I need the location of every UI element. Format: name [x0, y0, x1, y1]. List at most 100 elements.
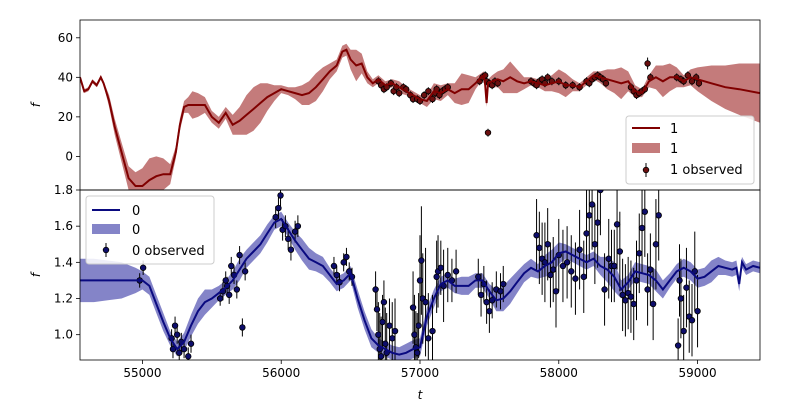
bottom-observation-point [550, 266, 557, 273]
bottom-observation-point [568, 268, 575, 275]
top-panel: 0 20 40 60 f 1 1 1 observed [29, 19, 761, 191]
x-tick-label: 56000 [262, 366, 300, 380]
top-legend-band-label: 1 [670, 142, 678, 157]
bottom-observation-point [601, 286, 608, 293]
bottom-observation-point [676, 277, 683, 284]
bottom-observation-point [277, 192, 284, 199]
bottom-observation-point [272, 213, 279, 221]
bottom-observation-point [483, 298, 490, 306]
top-observation-point [494, 80, 501, 87]
top-model-line [80, 48, 760, 187]
bottom-observation-point [380, 298, 388, 306]
bottom-observation-point [683, 284, 690, 291]
bottom-observation-point [379, 318, 386, 326]
bottom-observation-point [475, 273, 482, 281]
bottom-observation-point [425, 335, 432, 342]
bottom-observation-point [605, 255, 612, 262]
bottom-observation-point [452, 268, 460, 275]
bottom-observation-point [180, 345, 188, 353]
bottom-observation-point [636, 250, 643, 257]
bottom-observation-point [613, 221, 621, 228]
bottom-observation-point [633, 277, 640, 284]
bottom-observation-point [616, 248, 624, 255]
bottom-observation-point [415, 322, 422, 329]
bottom-observation-point [333, 271, 340, 279]
top-legend-observed-label: 1 observed [670, 163, 743, 178]
bottom-y-tick-label: 1.6 [54, 219, 73, 233]
bottom-observation-point [414, 349, 421, 356]
bottom-observation-point [597, 190, 604, 194]
bottom-y-tick-label: 1.4 [54, 255, 73, 269]
top-plot-area [80, 43, 760, 190]
bottom-observation-point [572, 275, 579, 282]
bottom-observation-point [630, 300, 637, 308]
bottom-x-ticks: 55000 56000 57000 58000 59000 [123, 360, 717, 380]
bottom-observation-point [674, 342, 682, 349]
bottom-observation-point [611, 262, 618, 270]
bottom-observation-point [536, 244, 543, 252]
bottom-observation-point [225, 291, 233, 299]
bottom-observation-point [382, 340, 389, 347]
bottom-observation-point [416, 277, 424, 284]
bottom-observation-point [409, 304, 417, 311]
bottom-observation-point [287, 246, 295, 253]
bottom-observation-point [588, 201, 596, 208]
bottom-observation-point [586, 212, 593, 219]
bottom-observation-point [594, 219, 601, 226]
bottom-observation-point [391, 327, 399, 335]
top-observation-points [375, 60, 703, 136]
bottom-legend-line-label: 0 [132, 204, 140, 219]
bottom-observation-point [583, 230, 590, 237]
bottom-observation-point [533, 232, 540, 239]
bottom-y-axis-label: f [29, 271, 43, 277]
bottom-observation-point [222, 277, 229, 284]
bottom-observation-point [233, 286, 241, 293]
bottom-y-ticks: 1.0 1.2 1.4 1.6 1.8 [54, 183, 80, 342]
top-legend-marker-swatch [642, 166, 650, 174]
bottom-observation-point [547, 271, 554, 279]
bottom-observation-point [477, 291, 485, 299]
bottom-observation-point [389, 335, 396, 342]
top-y-tick-label: 20 [58, 110, 73, 124]
bottom-observation-point [429, 327, 436, 335]
bottom-observation-point [500, 280, 507, 288]
top-observation-point [544, 74, 551, 81]
bottom-observation-point [139, 264, 147, 271]
top-y-tick-label: 40 [58, 70, 73, 84]
bottom-observation-point [649, 300, 657, 308]
bottom-observation-point [591, 241, 599, 248]
bottom-observation-point [291, 228, 299, 235]
top-y-tick-label: 0 [65, 149, 73, 163]
top-legend-line-label: 1 [670, 122, 678, 137]
bottom-observation-point [638, 224, 646, 232]
top-y-ticks: 0 20 40 60 [58, 31, 80, 163]
bottom-observation-point [544, 241, 551, 248]
bottom-observation-point [330, 262, 338, 270]
bottom-observation-point [497, 288, 504, 295]
bottom-observation-point [375, 331, 382, 338]
bottom-observation-point [239, 324, 246, 331]
x-tick-label: 57000 [401, 366, 439, 380]
bottom-legend: 0 0 0 observed [85, 195, 215, 265]
bottom-observation-point [437, 264, 445, 271]
bottom-observation-point [275, 204, 282, 212]
bottom-observation-point [647, 266, 654, 273]
bottom-observation-point [677, 295, 685, 302]
bottom-y-tick-label: 1.8 [54, 183, 73, 197]
bottom-observation-point [228, 262, 235, 270]
top-legend: 1 1 1 observed [625, 115, 755, 185]
bottom-observation-point [641, 208, 649, 215]
bottom-observation-point [433, 273, 440, 281]
bottom-observation-point [216, 295, 224, 302]
bottom-observation-point [372, 286, 379, 293]
bottom-observation-point [176, 349, 183, 356]
top-observation-point [602, 80, 610, 87]
top-y-axis-label: f [29, 101, 43, 107]
bottom-observation-point [373, 306, 381, 313]
top-observation-point [395, 89, 403, 97]
bottom-model-line [80, 217, 760, 356]
bottom-observation-point [627, 293, 635, 300]
bottom-observation-point [418, 257, 425, 264]
bottom-observation-point [694, 307, 701, 315]
bottom-uncertainty-band [80, 211, 760, 360]
